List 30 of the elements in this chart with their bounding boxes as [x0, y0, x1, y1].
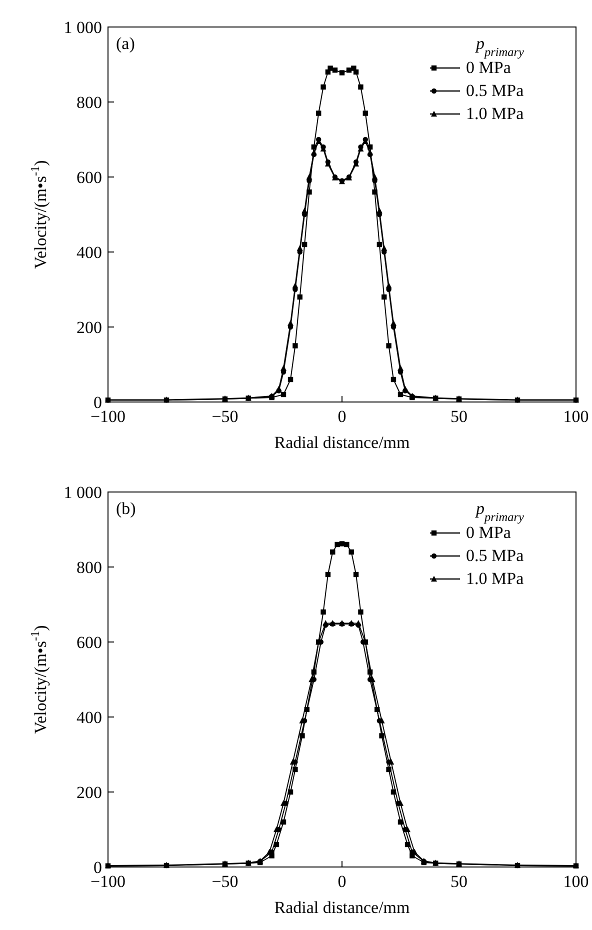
x-tick-label: 0 [338, 872, 346, 891]
legend-label: 0 MPa [466, 58, 512, 77]
y-tick-label: 600 [76, 168, 102, 187]
x-axis-title: Radial distance/mm [274, 898, 410, 917]
annotation: (b) [116, 499, 136, 518]
y-tick-label: 1 000 [64, 483, 102, 502]
legend-title: p$_{primary}$ [475, 34, 524, 59]
y-tick-label: 200 [76, 318, 102, 337]
legend-label: 1.0 MPa [466, 104, 524, 123]
legend-label: 0.5 MPa [466, 546, 524, 565]
legend-title: p$_{primary}$ [475, 499, 524, 524]
x-tick-label: 100 [563, 407, 589, 426]
y-tick-label: 1 000 [64, 18, 102, 37]
y-tick-label: 800 [76, 93, 102, 112]
legend-label: 0 MPa [466, 523, 512, 542]
x-tick-label: −50 [212, 407, 238, 426]
annotation: (a) [116, 34, 135, 53]
x-tick-label: −50 [212, 872, 238, 891]
legend-label: 1.0 MPa [466, 569, 524, 588]
x-tick-label: 100 [563, 872, 589, 891]
y-tick-label: 800 [76, 558, 102, 577]
x-tick-label: 50 [450, 407, 468, 426]
x-axis-title: Radial distance/mm [274, 433, 410, 452]
y-tick-label: 600 [76, 633, 102, 652]
x-tick-label: 50 [450, 872, 468, 891]
y-tick-label: 400 [76, 243, 102, 262]
y-tick-label: 400 [76, 708, 102, 727]
y-tick-label: 200 [76, 783, 102, 802]
x-tick-label: 0 [338, 407, 346, 426]
legend-label: 0.5 MPa [466, 81, 524, 100]
